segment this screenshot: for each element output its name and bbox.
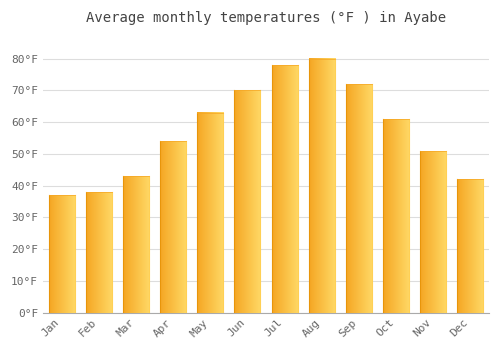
Title: Average monthly temperatures (°F ) in Ayabe: Average monthly temperatures (°F ) in Ay… (86, 11, 446, 25)
